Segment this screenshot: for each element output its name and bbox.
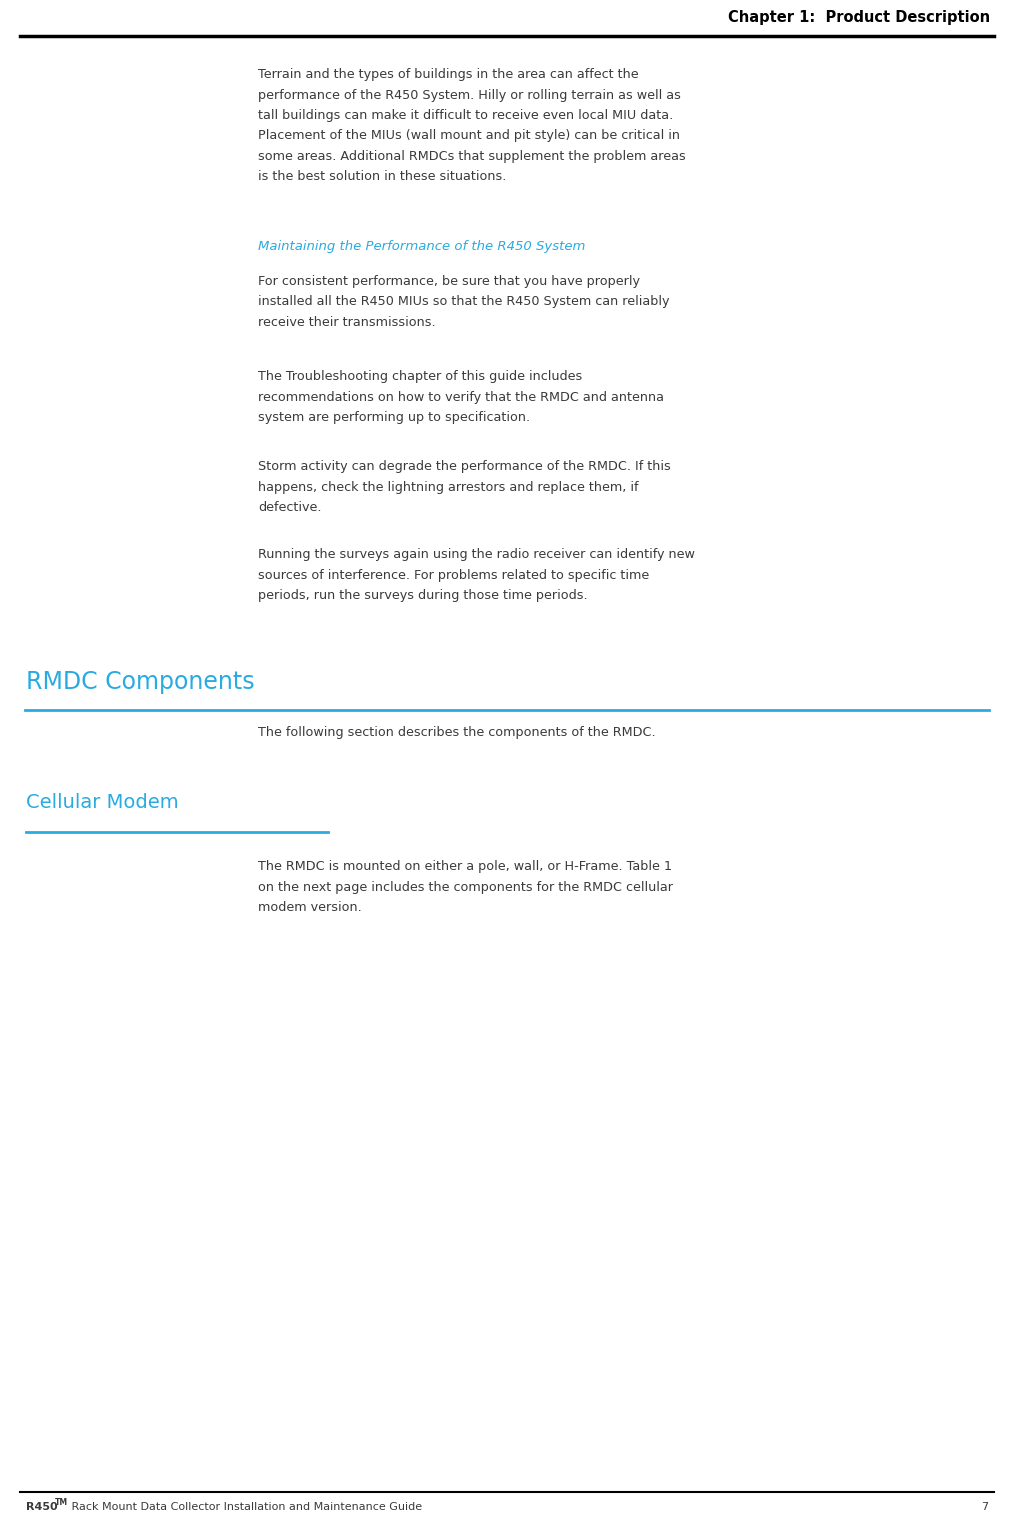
Text: Maintaining the Performance of the R450 System: Maintaining the Performance of the R450 …	[258, 240, 585, 253]
Text: Storm activity can degrade the performance of the RMDC. If this
happens, check t: Storm activity can degrade the performan…	[258, 459, 670, 514]
Text: For consistent performance, be sure that you have properly
installed all the R45: For consistent performance, be sure that…	[258, 276, 669, 329]
Text: TM: TM	[55, 1497, 68, 1507]
Text: Cellular Modem: Cellular Modem	[26, 793, 178, 811]
Text: R450: R450	[26, 1502, 58, 1513]
Text: The Troubleshooting chapter of this guide includes
recommendations on how to ver: The Troubleshooting chapter of this guid…	[258, 371, 664, 424]
Text: The RMDC is mounted on either a pole, wall, or H-Frame. Table 1
on the next page: The RMDC is mounted on either a pole, wa…	[258, 860, 673, 914]
Text: Running the surveys again using the radio receiver can identify new
sources of i: Running the surveys again using the radi…	[258, 548, 695, 602]
Text: 7: 7	[981, 1502, 988, 1513]
Text: The following section describes the components of the RMDC.: The following section describes the comp…	[258, 726, 656, 739]
Text: RMDC Components: RMDC Components	[26, 671, 255, 694]
Text: Rack Mount Data Collector Installation and Maintenance Guide: Rack Mount Data Collector Installation a…	[68, 1502, 422, 1513]
Text: Terrain and the types of buildings in the area can affect the
performance of the: Terrain and the types of buildings in th…	[258, 67, 685, 184]
Text: Chapter 1:  Product Description: Chapter 1: Product Description	[728, 11, 990, 24]
